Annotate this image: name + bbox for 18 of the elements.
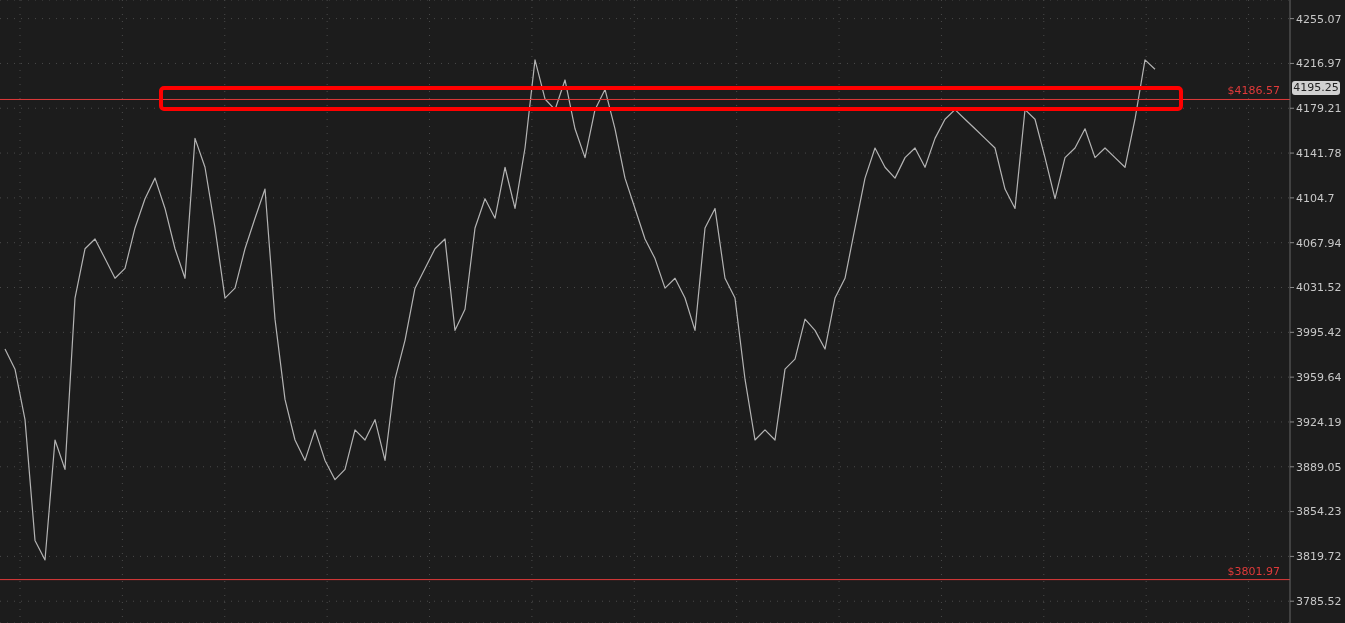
y-tick-label: 3854.23: [1296, 505, 1342, 519]
y-tick-label: 4179.21: [1296, 102, 1342, 116]
y-tick-label: 3924.19: [1296, 415, 1342, 429]
y-tick-label: 4067.94: [1296, 236, 1342, 250]
y-tick-label: 3889.05: [1296, 460, 1342, 474]
y-tick-label: 3995.42: [1296, 326, 1342, 340]
y-tick-label: 3785.52: [1296, 595, 1342, 609]
ref-line-label: $3801.97: [1227, 564, 1280, 578]
y-tick-label: 4255.07: [1296, 12, 1342, 26]
y-tick-label: 4141.78: [1296, 146, 1342, 160]
y-tick-label: 3959.64: [1296, 371, 1342, 385]
line-series: [4, 59, 1156, 561]
y-tick-label: 3819.72: [1296, 550, 1342, 564]
ref-line-label: $4186.57: [1227, 84, 1280, 98]
y-tick-label: 4031.52: [1296, 281, 1342, 295]
y-tick-label: 4104.7: [1296, 191, 1335, 205]
y-tick-label: 4216.97: [1296, 57, 1342, 71]
text: 4195.25: [1292, 81, 1340, 95]
